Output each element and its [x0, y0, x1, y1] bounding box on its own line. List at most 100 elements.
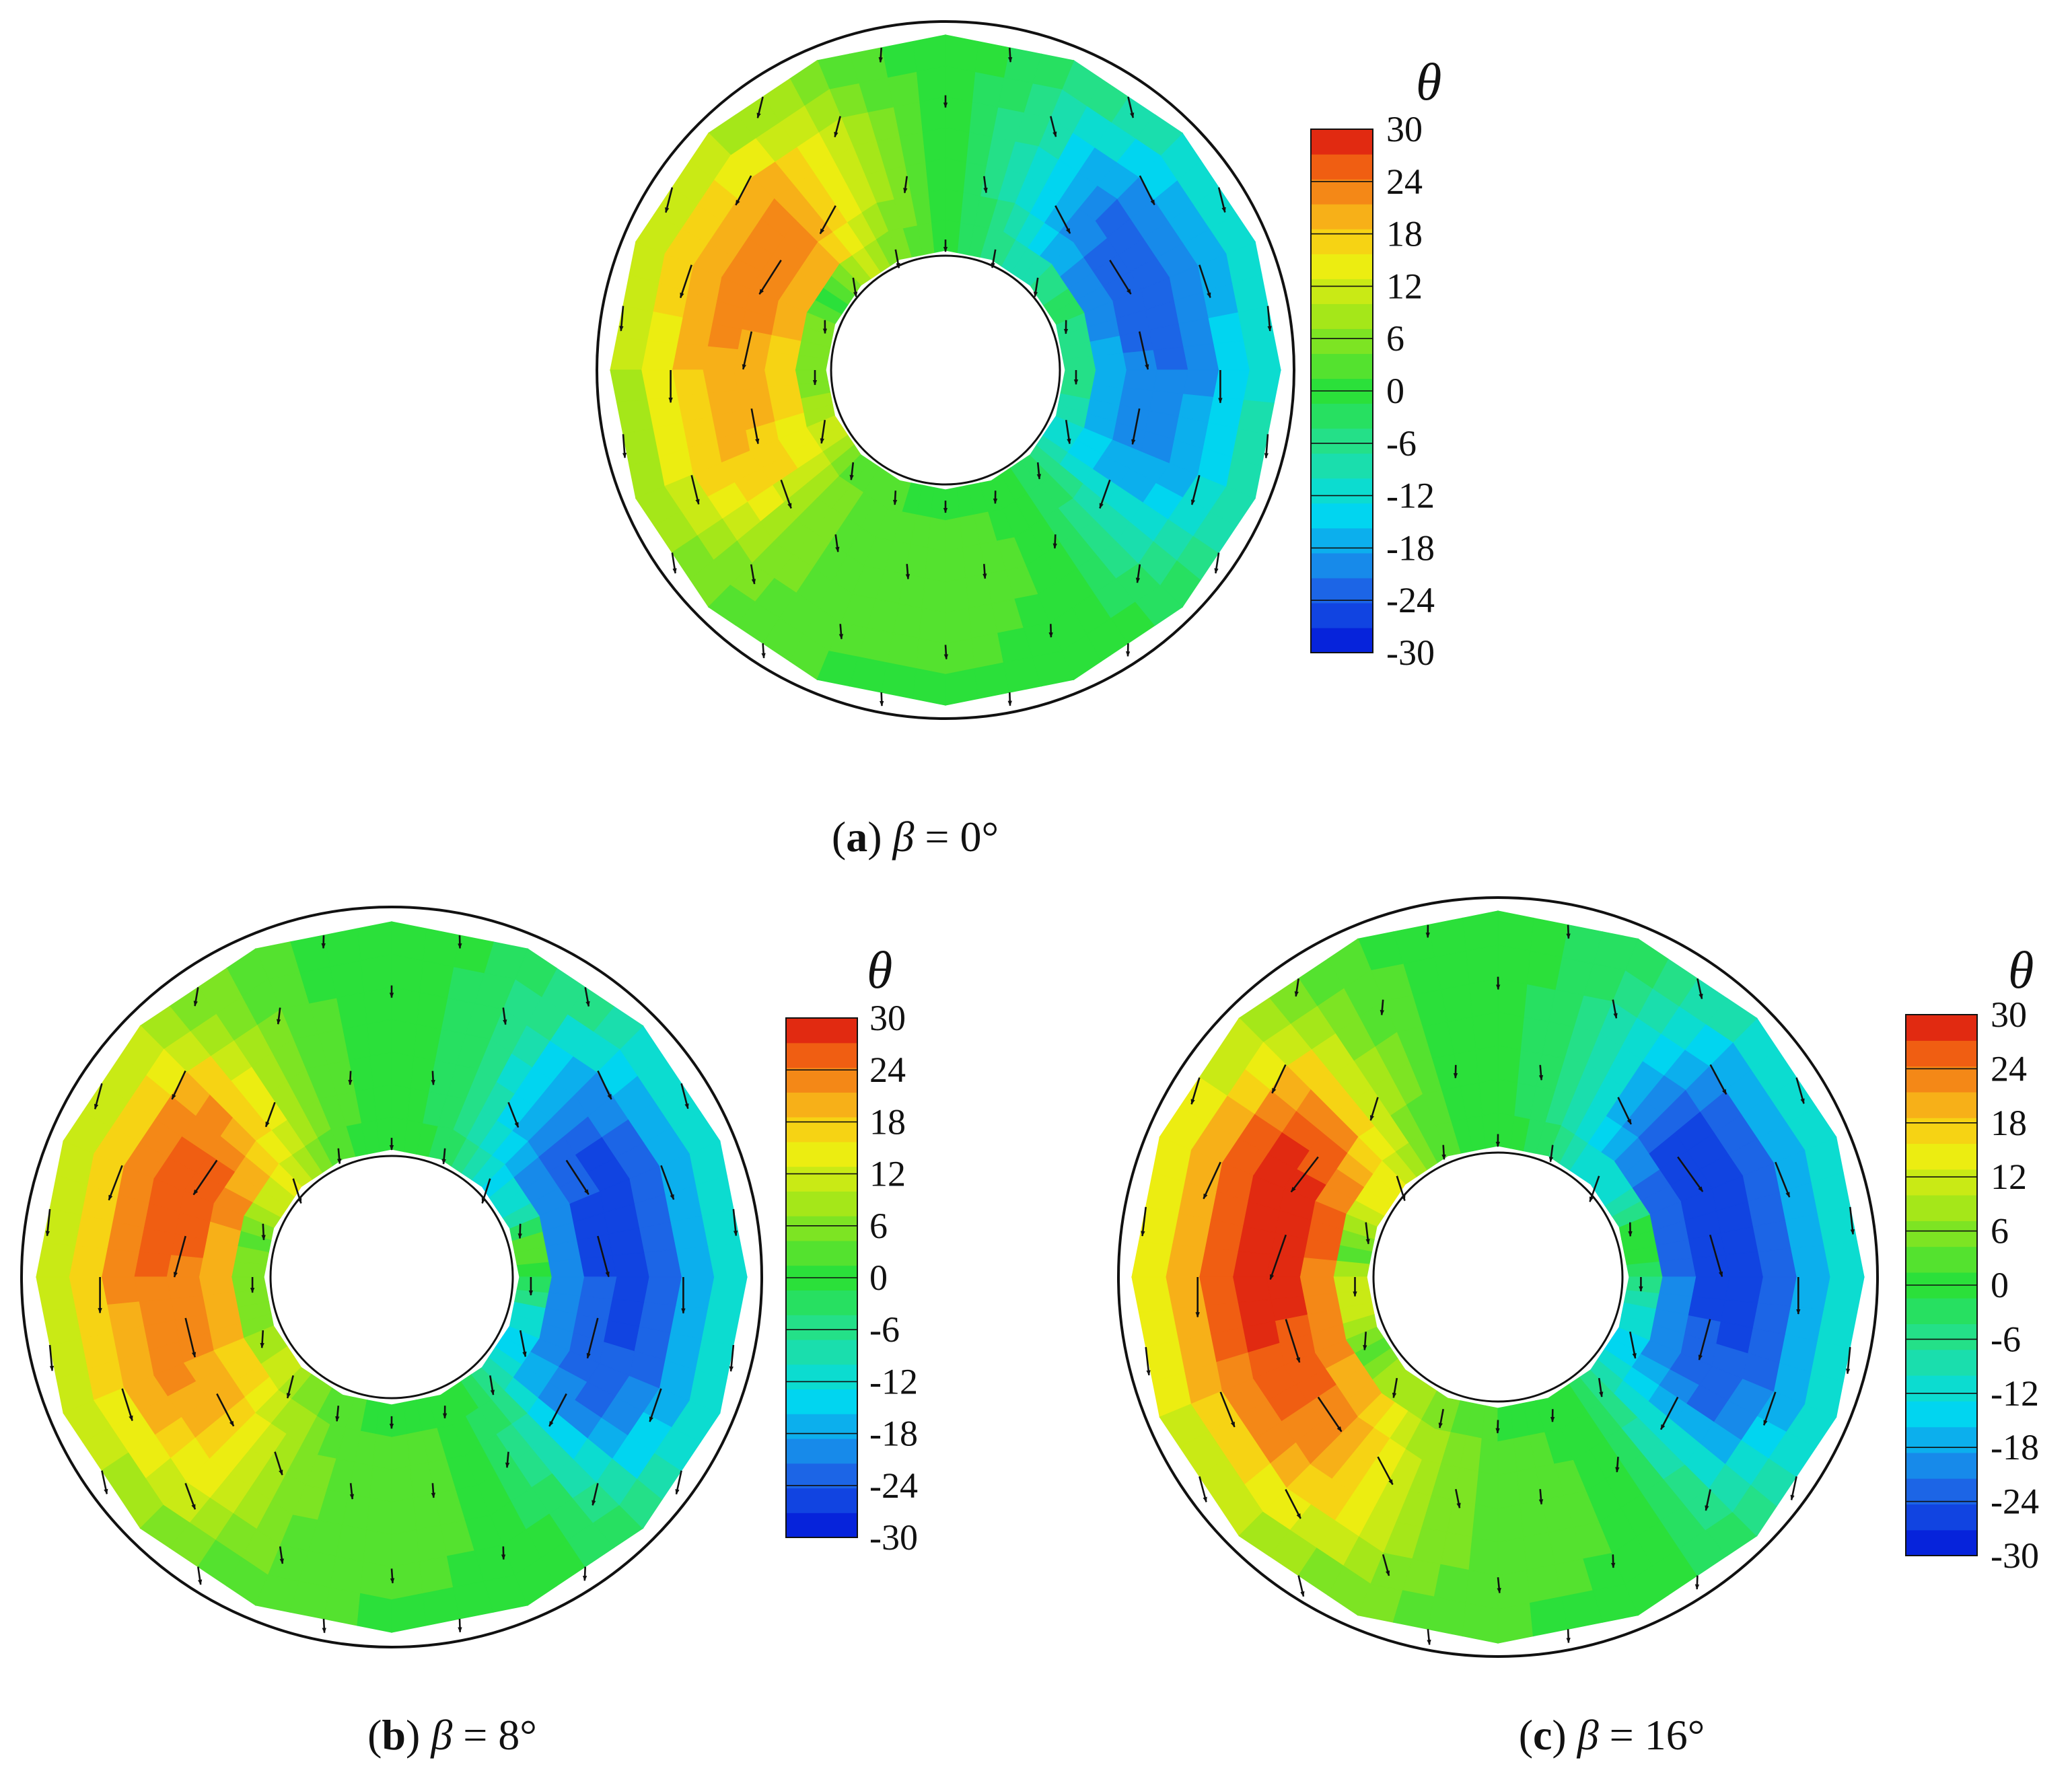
contour-cell [1468, 977, 1499, 1017]
velocity-arrow [507, 1101, 520, 1128]
contour-cell [612, 1251, 650, 1278]
contour-cell [419, 959, 454, 998]
contour-cell [640, 340, 678, 371]
contour-cell [422, 928, 460, 968]
velocity-arrow [1795, 1077, 1805, 1104]
contour-cell [1790, 1276, 1831, 1310]
velocity-arrow [1548, 1144, 1554, 1163]
contour-cell [945, 638, 976, 676]
velocity-arrow [597, 1235, 610, 1278]
velocity-arrow [758, 260, 782, 295]
contour-cell [366, 1019, 392, 1057]
contour-cell [930, 486, 946, 521]
contour-cell [1497, 1471, 1521, 1510]
contour-cell [1497, 944, 1531, 985]
colorbar-tick-label: -24 [1991, 1482, 2039, 1522]
colorbar-label: θ [867, 941, 892, 999]
velocity-arrow [1055, 205, 1071, 234]
colorbar-tick-label: 0 [869, 1258, 888, 1298]
velocity-arrow [349, 1483, 355, 1500]
contour-cell [1231, 1251, 1271, 1278]
velocity-arrow [101, 1470, 108, 1495]
velocity-arrow [584, 987, 590, 1007]
velocity-arrow [1617, 1097, 1632, 1125]
outer-boundary [596, 20, 1295, 720]
velocity-arrow [1199, 264, 1211, 299]
velocity-arrow [597, 1070, 612, 1100]
velocity-arrow [819, 205, 836, 235]
colorbar-segment [786, 1042, 857, 1068]
velocity-arrow [1694, 1575, 1700, 1590]
contour-cell [391, 986, 421, 1025]
colorbar-segment [786, 1513, 857, 1538]
velocity-arrow [742, 331, 753, 370]
velocity-arrow [1135, 564, 1141, 583]
colorbar-segment [1311, 552, 1373, 579]
contour-cell [1213, 340, 1251, 371]
velocity-arrow [665, 187, 674, 213]
colorbar-tick-label: 24 [1991, 1048, 2027, 1089]
contour-cell [1497, 1078, 1518, 1116]
contour-cell [1198, 1247, 1238, 1278]
velocity-arrow [1290, 1156, 1319, 1193]
colorbar-tick-label: -30 [1386, 632, 1435, 673]
contour-cell [927, 517, 946, 552]
velocity-arrow [735, 175, 752, 206]
contour-plot [1131, 910, 1865, 1644]
contour-cell [945, 157, 967, 193]
colorbar-segment [1906, 1349, 1977, 1376]
contour-cell [1243, 369, 1281, 403]
contour-cell [68, 1245, 108, 1278]
contour-cell [369, 1051, 392, 1089]
contour-cell [1497, 1602, 1534, 1644]
colorbar-segment [1906, 1323, 1977, 1350]
colorbar-segment [1906, 1426, 1977, 1453]
velocity-arrow [1190, 474, 1201, 505]
contour-cell [1725, 1251, 1764, 1278]
colorbar-segment [1311, 503, 1373, 529]
velocity-arrow [501, 1546, 506, 1560]
velocity-arrow [1455, 1488, 1461, 1509]
velocity-arrow [505, 1451, 510, 1468]
contour-cell [1243, 337, 1281, 371]
contour-cell [1265, 1276, 1304, 1300]
velocity-arrow [45, 1208, 51, 1237]
velocity-arrow [1145, 1346, 1151, 1376]
contour-cell [644, 1276, 683, 1306]
contour-cell [230, 1261, 267, 1278]
contour-cell [42, 1307, 82, 1346]
velocity-arrow [1365, 1222, 1370, 1245]
colorbar-tick-label: 0 [1991, 1265, 2009, 1305]
contour-cell [100, 1248, 139, 1278]
contour-cell [924, 157, 946, 193]
vector-field [1141, 924, 1855, 1646]
contour-cell [913, 667, 946, 706]
velocity-arrow [649, 1388, 662, 1422]
colorbar-tick-label: 30 [1991, 994, 2027, 1035]
colorbar-tick-label: -18 [869, 1414, 918, 1454]
velocity-arrow [1598, 1378, 1604, 1397]
contour-cell [391, 1561, 423, 1601]
contour-cell [1472, 1011, 1499, 1050]
contour-cell [1092, 369, 1128, 388]
contour-cell [1497, 1569, 1531, 1610]
velocity-arrow [1610, 1554, 1616, 1568]
contour-cell [369, 1465, 392, 1503]
colorbar-tick-label: -6 [1386, 423, 1417, 464]
contour-cell [1497, 1011, 1524, 1050]
contour-cell [945, 126, 970, 163]
velocity-arrow [1214, 552, 1220, 574]
contour-cell [166, 1276, 203, 1299]
colorbar: θ 30 24 18 12 6 0 -6 -12 -18 -24 -30 [785, 941, 918, 1558]
velocity-arrow [1497, 1577, 1501, 1594]
colorbar-segment [786, 1463, 857, 1489]
contour-cell [1692, 1254, 1731, 1278]
colorbar-segment [1311, 129, 1373, 155]
velocity-arrow [1762, 1391, 1777, 1426]
colorbar-segment [1906, 1452, 1977, 1479]
colorbar-segment [1906, 1246, 1977, 1273]
velocity-arrow [1219, 1391, 1236, 1428]
contour-cell [376, 1402, 392, 1439]
contour-cell [945, 608, 972, 645]
contour-cell [945, 667, 978, 706]
